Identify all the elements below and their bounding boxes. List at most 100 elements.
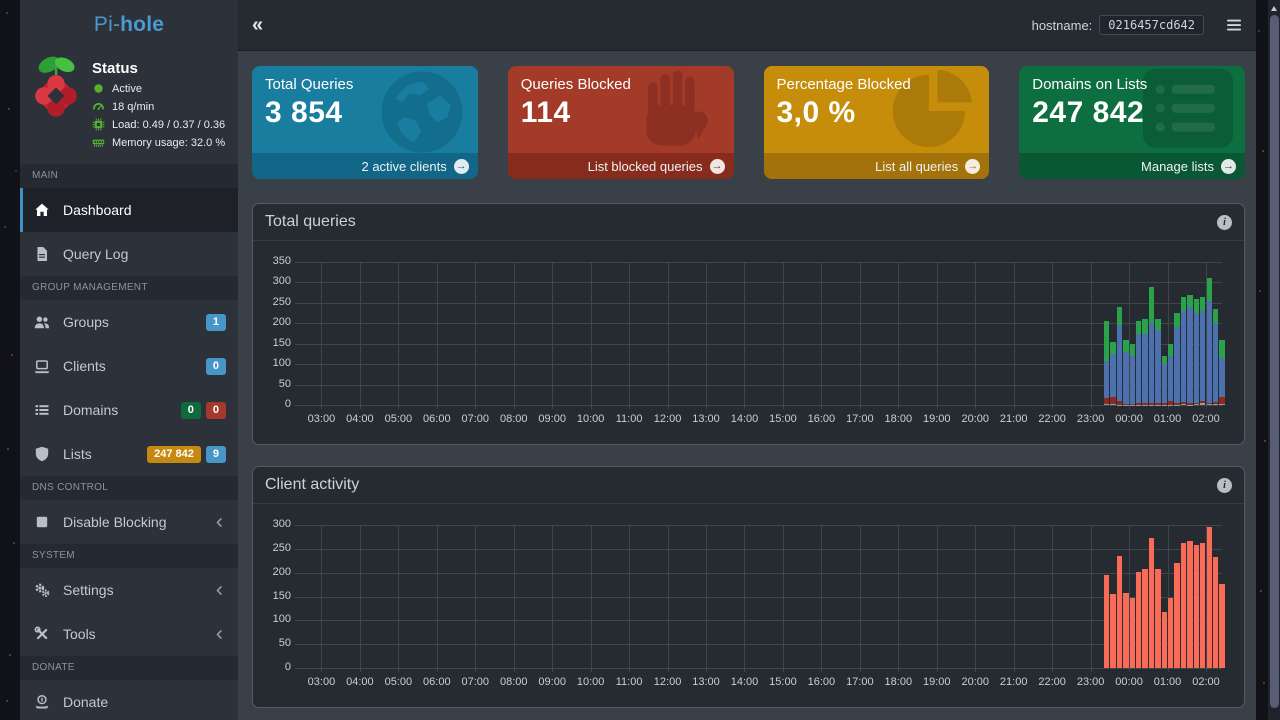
count-badge: 0 — [205, 401, 226, 419]
query-bar[interactable] — [1103, 575, 1110, 668]
query-bar[interactable] — [1180, 296, 1187, 405]
query-bar[interactable] — [1219, 339, 1225, 405]
gridline — [744, 262, 746, 409]
gridline — [859, 262, 861, 409]
sidebar-item-dashboard[interactable]: Dashboard — [20, 188, 238, 232]
query-bar[interactable] — [1148, 538, 1155, 668]
sidebar-item-disable-blocking[interactable]: Disable Blocking — [20, 500, 238, 544]
sidebar-item-clients[interactable]: Clients 0 — [20, 344, 238, 388]
query-bar[interactable] — [1206, 526, 1212, 668]
axis-tick-label: 01:00 — [1153, 413, 1182, 425]
badge-group: 247 842 9 — [147, 445, 226, 463]
scroll-up-arrow-icon[interactable] — [1270, 6, 1277, 11]
sidebar-item-query-log[interactable]: Query Log — [20, 232, 238, 276]
sidebar-collapse-button[interactable]: « — [252, 14, 264, 36]
bar-segment-cached — [1219, 339, 1225, 359]
card-footer-label: 2 active clients — [361, 158, 447, 174]
axis-tick-label: 18:00 — [884, 676, 913, 688]
query-bar[interactable] — [1168, 343, 1174, 405]
gridline — [295, 596, 1222, 598]
query-bar[interactable] — [1103, 321, 1110, 405]
query-bar[interactable] — [1193, 298, 1200, 405]
gridline — [359, 525, 361, 672]
sidebar-item-tools[interactable]: Tools — [20, 612, 238, 656]
info-icon[interactable]: i — [1217, 477, 1232, 493]
query-bar[interactable] — [1168, 598, 1174, 668]
gridline — [475, 525, 477, 672]
query-bar[interactable] — [1187, 294, 1193, 405]
card-footer-link[interactable]: List blocked queries → — [507, 153, 734, 179]
scrollbar[interactable] — [1268, 0, 1280, 720]
bar-segment — [1212, 556, 1219, 668]
sidebar-item-donate[interactable]: Donate — [20, 680, 238, 720]
query-bar[interactable] — [1212, 556, 1219, 668]
bar-segment-forwarded — [1180, 311, 1187, 403]
chevron-left-icon — [213, 516, 226, 529]
axis-tick-label: 02:00 — [1192, 413, 1220, 425]
card-footer-link[interactable]: Manage lists → — [1019, 153, 1245, 179]
sidebar-item-settings[interactable]: Settings — [20, 568, 238, 612]
query-bar[interactable] — [1129, 597, 1135, 668]
query-bar[interactable] — [1123, 592, 1129, 668]
query-bar[interactable] — [1136, 571, 1142, 668]
query-bar[interactable] — [1174, 563, 1180, 668]
query-bar[interactable] — [1110, 594, 1116, 668]
gridline — [398, 262, 400, 409]
bar-segment-other — [1200, 403, 1206, 405]
query-bar[interactable] — [1219, 584, 1225, 668]
query-bar[interactable] — [1161, 611, 1167, 668]
query-bar[interactable] — [1116, 306, 1123, 405]
card-footer-link[interactable]: List all queries → — [763, 153, 990, 179]
axis-tick-label: 21:00 — [999, 413, 1028, 425]
axis-tick-label: 19:00 — [922, 676, 951, 688]
query-bar[interactable] — [1200, 296, 1206, 405]
query-bar[interactable] — [1155, 319, 1161, 405]
menu-toggle-button[interactable] — [1226, 17, 1242, 33]
query-bar[interactable] — [1129, 343, 1135, 405]
query-bar[interactable] — [1180, 543, 1187, 668]
status-dot-icon — [92, 82, 105, 95]
query-bar[interactable] — [1206, 278, 1212, 405]
client-activity-chart: 0 50 100 150 200 250 300 03:00 04:00 05:00 06:00 07… — [253, 504, 1244, 708]
sidebar-item-domains[interactable]: Domains 0 0 — [20, 388, 238, 432]
axis-tick-label: 13:00 — [692, 676, 720, 688]
query-bar[interactable] — [1142, 319, 1148, 405]
sidebar-item-lists[interactable]: Lists 247 842 9 — [20, 432, 238, 476]
query-bar[interactable] — [1148, 286, 1155, 405]
gridline — [436, 262, 438, 409]
bar-segment-blocked — [1116, 400, 1123, 405]
query-bar[interactable] — [1142, 568, 1148, 668]
axis-tick-label: 06:00 — [423, 676, 451, 688]
bar-segment-blocked — [1129, 403, 1135, 405]
bar-segment-cached — [1142, 319, 1148, 334]
card-footer-link[interactable]: 2 active clients → — [252, 153, 478, 179]
menu-section-label: MAIN — [20, 164, 238, 188]
query-bar[interactable] — [1212, 309, 1219, 405]
axis-tick-label: 250 — [272, 295, 291, 308]
bar-segment-other — [1206, 404, 1212, 405]
query-bar[interactable] — [1200, 543, 1206, 668]
info-icon[interactable]: i — [1217, 214, 1232, 230]
query-bar[interactable] — [1193, 545, 1200, 668]
query-bar[interactable] — [1187, 541, 1193, 668]
sidebar-item-groups[interactable]: Groups 1 — [20, 300, 238, 344]
bar-segment-cached — [1200, 296, 1206, 312]
query-bar[interactable] — [1174, 313, 1180, 405]
query-bar[interactable] — [1136, 321, 1142, 405]
query-bar[interactable] — [1110, 341, 1116, 405]
scrollbar-thumb[interactable] — [1269, 15, 1279, 708]
arrow-circle-icon: → — [453, 158, 469, 174]
query-bar[interactable] — [1155, 569, 1161, 668]
bar-segment-forwarded — [1168, 355, 1174, 402]
query-bar[interactable] — [1123, 339, 1129, 405]
bar-segment-blocked — [1155, 402, 1161, 405]
memory-icon — [92, 136, 105, 149]
panel-title: Client activity — [265, 476, 360, 493]
chart-plot — [299, 262, 1225, 409]
gridline — [321, 525, 323, 672]
query-bar[interactable] — [1116, 556, 1123, 668]
gridline — [629, 262, 631, 409]
query-bar[interactable] — [1161, 356, 1167, 405]
bar-segment-cached — [1187, 294, 1193, 308]
bar-segment — [1174, 563, 1180, 668]
